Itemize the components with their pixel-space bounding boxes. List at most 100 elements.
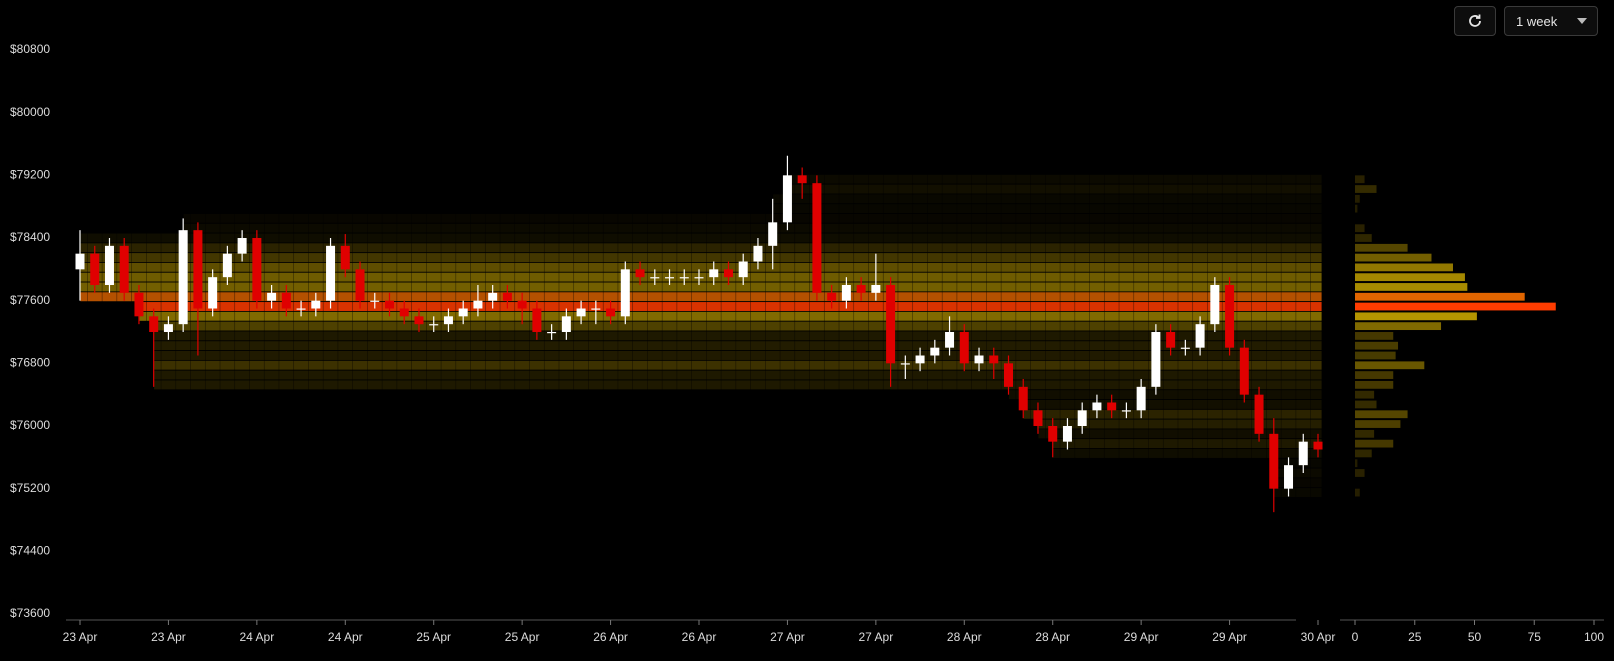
profile-x-tick-label: 100 [1584,630,1604,644]
candle-body [1151,332,1161,387]
candle-body [1107,402,1117,411]
candle-body [517,300,527,309]
profile-bar [1355,283,1468,291]
x-tick-label: 26 Apr [593,630,628,644]
candle-body [281,292,291,309]
candle-body [959,332,969,364]
heat-row [787,173,1323,185]
profile-bar [1355,332,1394,340]
profile-bar [1355,204,1358,213]
profile-x-tick-label: 25 [1408,630,1422,644]
range-dropdown[interactable]: 1 week [1504,6,1598,36]
x-tick-label: 25 Apr [416,630,451,644]
candle-body [871,285,881,293]
x-tick-label: 23 Apr [63,630,98,644]
candle-body [591,308,601,310]
profile-x-tick-label: 50 [1468,630,1482,644]
profile-bar [1355,351,1396,360]
profile-bar [1355,243,1408,252]
candle-body [237,238,247,254]
heat-row [79,232,1323,244]
candle-body [900,363,910,365]
y-tick-label: $74400 [10,544,50,558]
candle-body [414,316,424,325]
caret [1577,18,1587,24]
heat-row [1052,438,1323,449]
heat-row [1022,399,1323,410]
candle-body [1239,347,1249,395]
y-tick-label: $73600 [10,606,50,620]
profile-x-tick-label: 0 [1352,630,1359,644]
candle-body [443,316,453,325]
candle-body [1033,410,1043,426]
candle-body [149,316,159,332]
candle-body [606,308,616,317]
candle-body [370,300,380,302]
candles [75,155,1323,513]
profile-bar [1355,253,1432,262]
candle-body [119,245,129,293]
candle-body [399,308,409,317]
candle-body [1225,285,1235,348]
candle-body [502,292,512,301]
candle-body [90,253,100,285]
candle-body [812,183,822,293]
candle-body [385,300,394,309]
profile-bar [1355,175,1365,184]
profile-bar [1355,420,1401,428]
candle-body [856,285,866,293]
profile-bar [1355,273,1465,282]
candle-body [1195,324,1205,348]
x-tick-label: 25 Apr [505,630,540,644]
candle-body [252,238,262,301]
heat-row [772,203,1323,214]
range-label: 1 week [1516,13,1558,29]
candle-body [163,324,173,332]
candle-body [841,285,851,301]
y-tick-label: $80800 [10,42,50,56]
candle-body [694,277,704,279]
candle-body [208,277,218,309]
profile-bar [1355,322,1442,331]
y-tick-label: $79200 [10,168,50,182]
x-tick-label: 24 Apr [328,630,363,644]
candle-body [1077,410,1087,426]
heat-row [772,193,1323,205]
x-tick-label: 29 Apr [1212,630,1247,644]
candle-body [1313,441,1323,450]
candle-body [75,253,85,270]
candle-body [576,308,586,317]
candle-body [915,355,925,364]
profile-bar [1355,429,1375,438]
profile-bar [1355,185,1377,193]
candle-body [1048,426,1058,442]
candle-body [1092,402,1102,411]
candle-body [222,253,232,278]
refresh-button[interactable] [1454,6,1496,36]
heat-row [1022,408,1323,420]
heat-row [79,262,1323,273]
candle-body [738,261,748,278]
candle-body [1166,332,1176,348]
candle-body [1018,386,1028,411]
heat-row [79,291,1323,303]
x-tick-label: 26 Apr [682,630,717,644]
candle-body [620,269,630,317]
heat-row [182,222,1323,234]
profile-bar [1355,194,1360,203]
candle-body [473,300,483,309]
profile-x-tick-label: 75 [1528,630,1542,644]
candle-body [1284,465,1294,489]
candle-body [340,245,350,270]
heat-row [787,183,1323,195]
profile-bar [1355,234,1372,242]
profile-bar [1355,488,1360,497]
candle-body [1136,386,1146,411]
candle-body [1121,410,1131,412]
candle-body [326,245,336,301]
candle-body [355,269,365,301]
profile-bar [1355,361,1425,370]
profile-bar [1355,371,1394,379]
candle-body [193,230,203,309]
